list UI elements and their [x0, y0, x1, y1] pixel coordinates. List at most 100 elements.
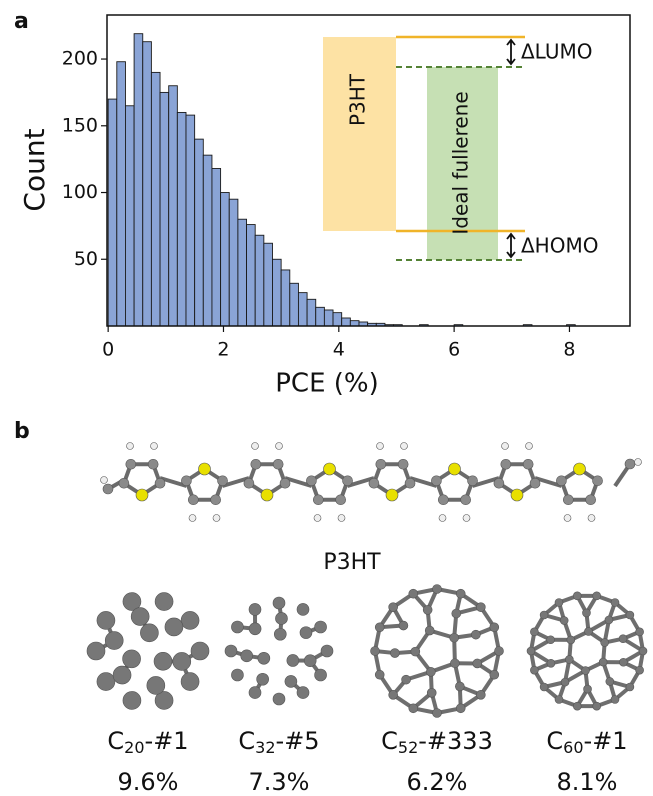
atom: [601, 639, 609, 647]
atom: [148, 459, 158, 469]
atom: [611, 695, 619, 703]
atom: [199, 463, 211, 475]
atom: [561, 678, 569, 686]
bar: [247, 225, 256, 326]
atom: [251, 459, 261, 469]
suffix: -#1: [584, 727, 628, 755]
atom: [389, 603, 398, 612]
atom: [386, 489, 398, 501]
bar: [186, 115, 195, 326]
atom: [502, 443, 509, 450]
atom: [231, 621, 243, 633]
atom: [409, 589, 418, 598]
atom: [155, 478, 165, 488]
atom: [297, 603, 309, 615]
atom: [376, 459, 386, 469]
atom: [511, 489, 523, 501]
panel-label: a: [14, 9, 29, 34]
atom: [425, 626, 434, 635]
atom: [625, 459, 635, 469]
atom: [450, 633, 459, 642]
bar: [134, 34, 143, 326]
fullerene-name: C52-#333: [381, 727, 493, 757]
atom: [231, 669, 243, 681]
fullerene-name: C60-#1: [546, 727, 627, 757]
atom: [249, 603, 261, 615]
atom: [438, 495, 448, 505]
y-axis-label: Count: [18, 128, 51, 211]
atom: [555, 695, 563, 703]
figure: a b 0246850100150200 P3HT Ideal fulleren…: [0, 0, 653, 796]
atom: [473, 659, 482, 668]
atom: [181, 673, 199, 691]
atom: [495, 647, 504, 656]
atom: [626, 683, 634, 691]
atom: [593, 592, 601, 600]
atom: [258, 652, 270, 664]
atom: [188, 495, 198, 505]
atom: [490, 670, 499, 679]
atom: [173, 652, 191, 670]
annotation: Ideal fullerene: [449, 91, 473, 234]
atom: [530, 628, 538, 636]
atom: [338, 515, 345, 522]
atom: [218, 476, 228, 486]
atom: [287, 654, 299, 666]
atom: [411, 647, 420, 656]
atom: [588, 515, 595, 522]
y-tick-label: 100: [62, 181, 98, 203]
bar: [316, 307, 325, 326]
arrow: [507, 40, 515, 64]
atom: [402, 675, 411, 684]
atom: [490, 623, 499, 632]
p3ht-structure: [101, 443, 642, 522]
atom: [426, 667, 435, 676]
bar: [108, 99, 117, 326]
atom: [105, 632, 123, 650]
bar: [324, 310, 333, 326]
atom: [97, 611, 115, 629]
atom: [456, 704, 465, 713]
atom: [249, 687, 261, 699]
atom: [213, 515, 220, 522]
atom: [611, 599, 619, 607]
atom: [285, 675, 297, 687]
atom: [635, 459, 642, 466]
atom: [280, 478, 290, 488]
atom: [556, 476, 566, 486]
atom: [547, 636, 555, 644]
annotation: ΔLUMO: [521, 40, 592, 64]
atom: [225, 645, 237, 657]
atom: [501, 459, 511, 469]
atom: [154, 652, 172, 670]
atom: [582, 667, 590, 675]
suffix: -#333: [418, 727, 493, 755]
atom: [433, 709, 442, 718]
atom: [584, 685, 592, 693]
atom: [97, 673, 115, 691]
atom: [304, 655, 316, 667]
x-tick-label: 8: [563, 339, 575, 361]
atom: [527, 647, 535, 655]
x-tick-label: 0: [102, 339, 114, 361]
atom: [336, 495, 346, 505]
atom: [87, 642, 105, 660]
atom: [540, 611, 548, 619]
atom: [127, 443, 134, 450]
atom: [463, 515, 470, 522]
atom: [636, 666, 644, 674]
bar: [229, 199, 238, 326]
bar: [307, 299, 316, 326]
atom: [244, 478, 254, 488]
atom: [433, 585, 442, 594]
atom: [593, 476, 603, 486]
bar: [203, 155, 212, 326]
atom: [401, 443, 408, 450]
atom: [636, 628, 644, 636]
bar: [255, 235, 264, 326]
atom: [155, 593, 173, 611]
atom: [468, 476, 478, 486]
fullerene-structures: C20-#19.6%C32-#57.3%C52-#3336.2%C60-#18.…: [87, 585, 647, 796]
atom: [165, 618, 183, 636]
atom: [494, 478, 504, 488]
